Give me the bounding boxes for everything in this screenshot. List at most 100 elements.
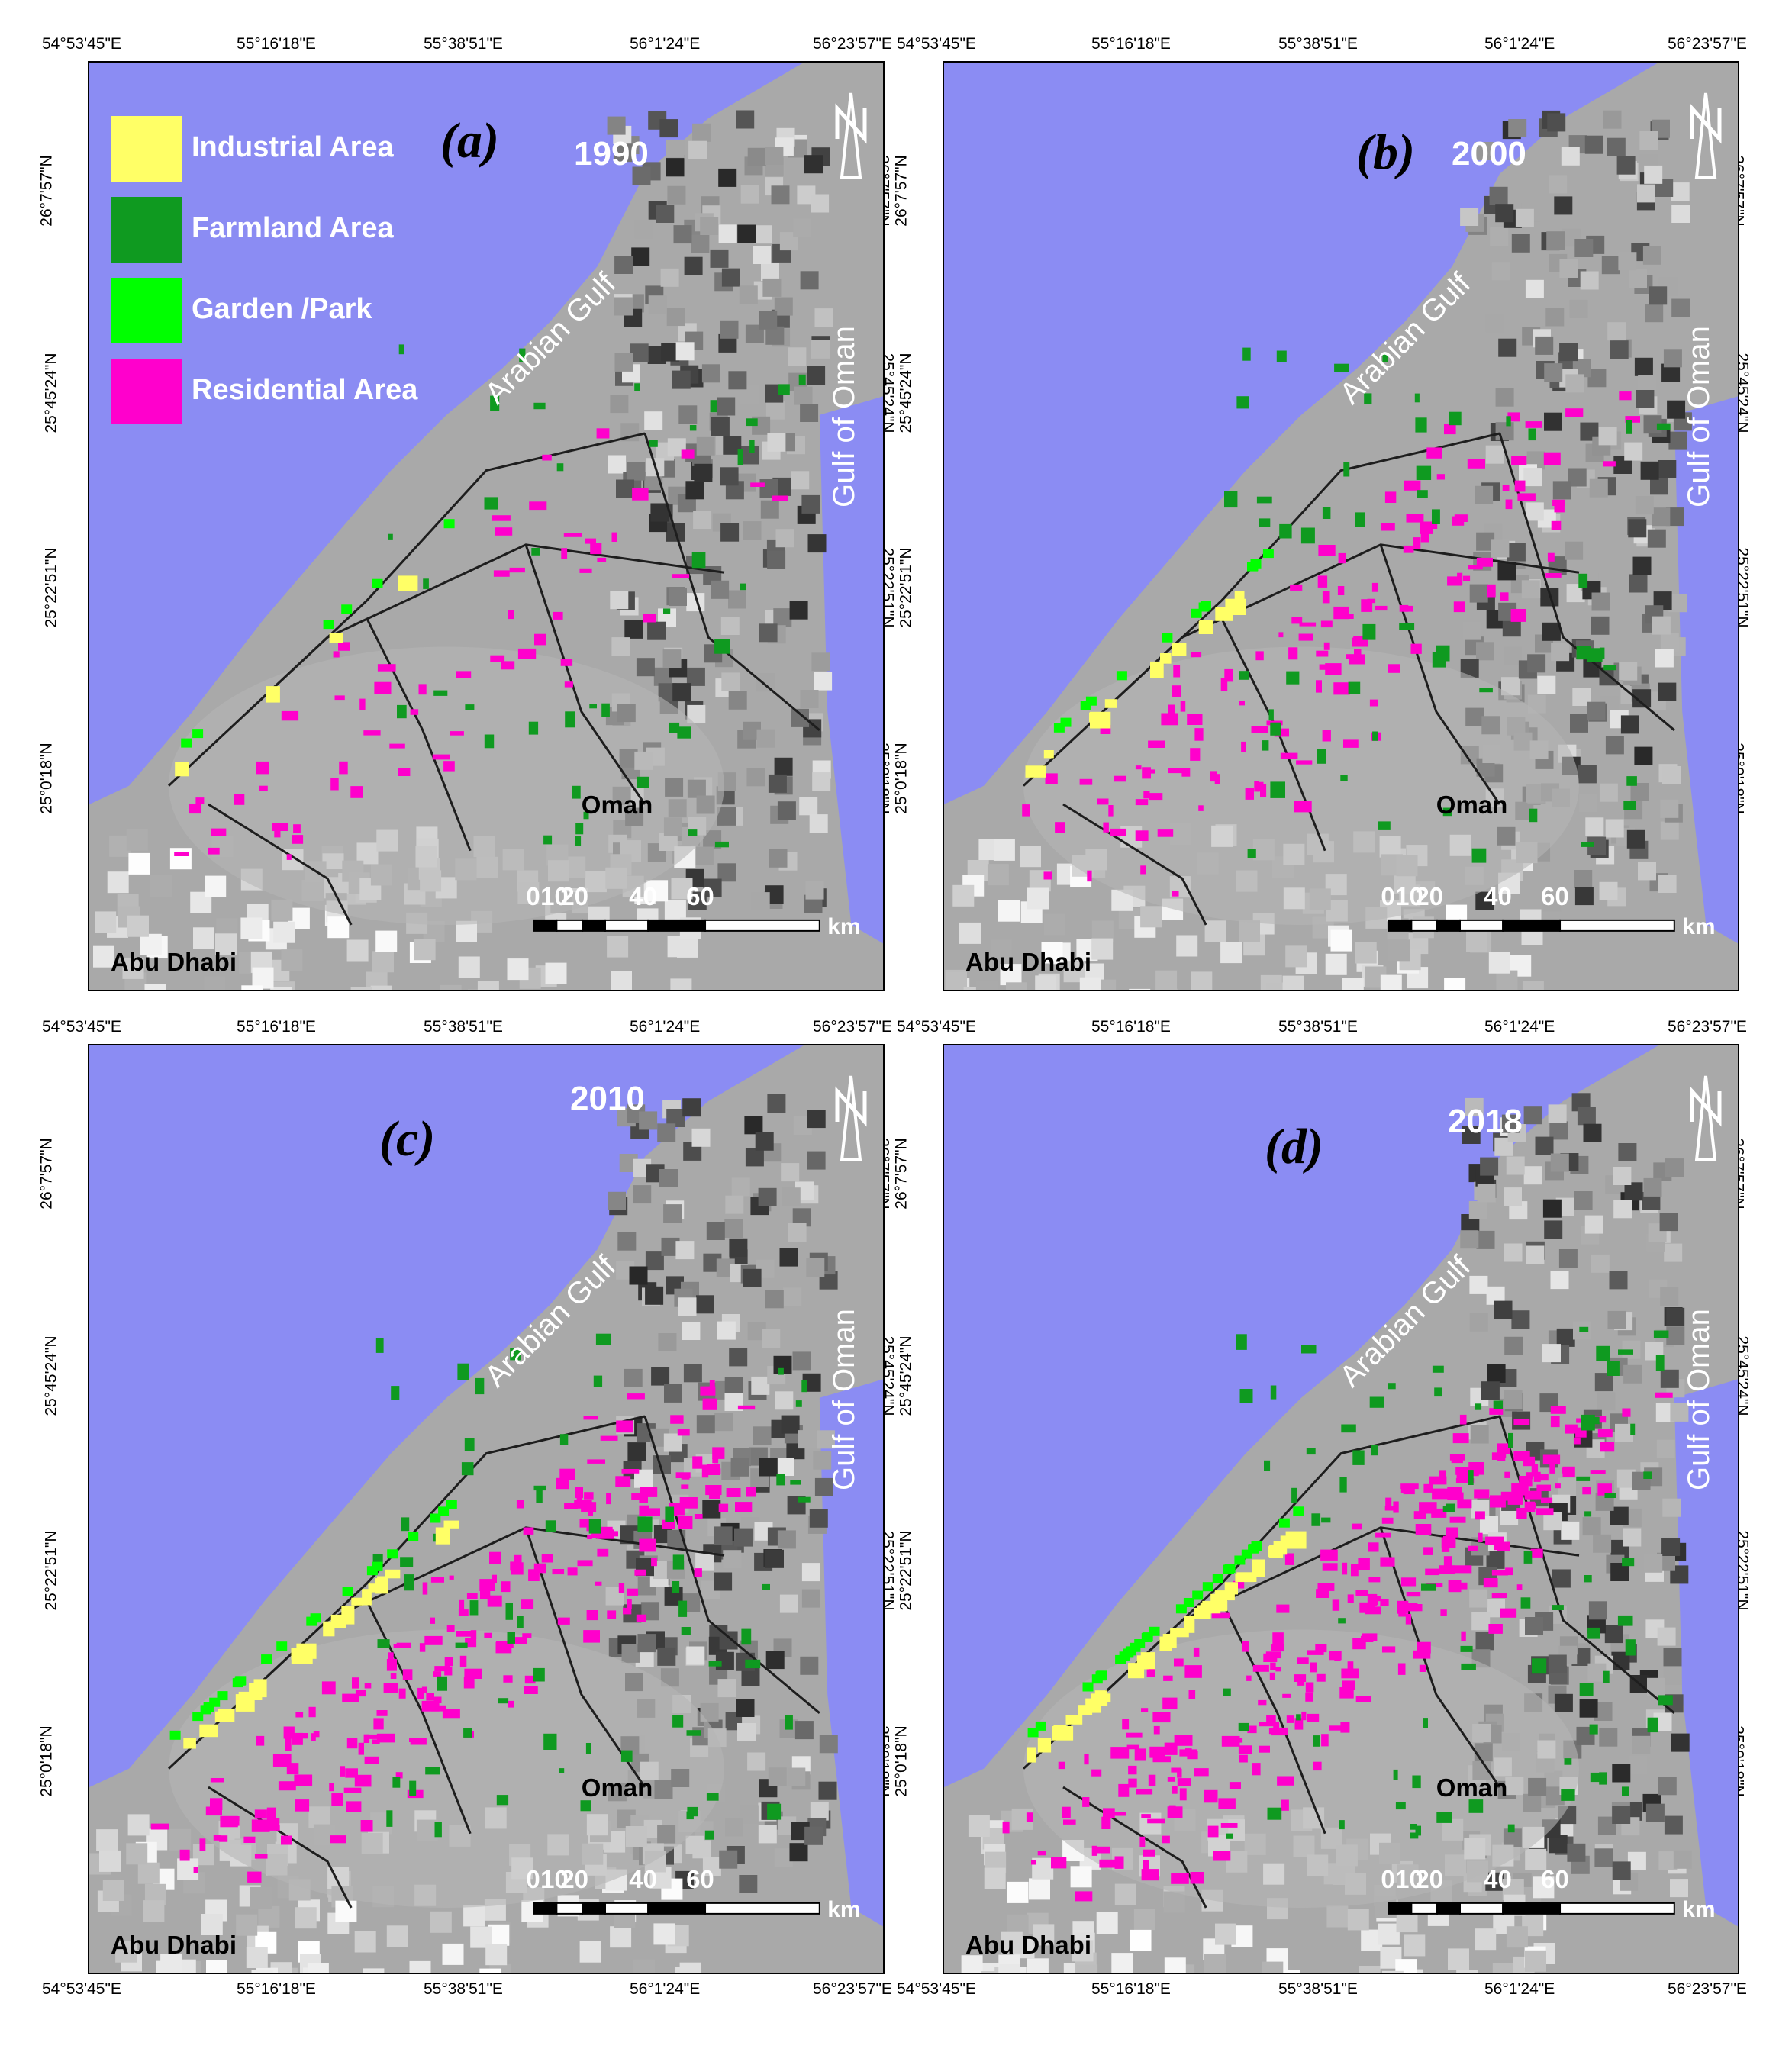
desert-cell <box>386 1925 408 1947</box>
terrain-cell <box>779 1248 798 1267</box>
terrain-cell <box>1561 1521 1580 1540</box>
farmland-patch <box>798 1496 811 1503</box>
desert-cell <box>1220 942 1242 964</box>
farmland-patch <box>575 836 582 846</box>
residential-patch <box>1179 1788 1187 1801</box>
residential-patch <box>521 1599 534 1609</box>
terrain-cell <box>1644 165 1663 184</box>
terrain-cell <box>1485 1872 1504 1891</box>
residential-patch <box>1355 1696 1371 1702</box>
residential-patch <box>1242 1641 1249 1652</box>
terrain-cell <box>753 225 772 244</box>
residential-patch <box>636 1614 646 1622</box>
residential-patch <box>205 1806 222 1816</box>
north-arrow-letter <box>835 1086 867 1127</box>
farmland-patch <box>678 1600 688 1617</box>
desert-cell <box>126 829 148 851</box>
farmland-patch <box>401 1517 410 1532</box>
farmland-patch <box>649 440 658 447</box>
residential-patch <box>529 501 547 511</box>
farmland-patch <box>1523 1551 1533 1564</box>
residential-patch <box>1452 516 1465 526</box>
residential-patch <box>1320 620 1333 628</box>
terrain-cell <box>1645 304 1664 323</box>
residential-patch <box>1266 1715 1276 1725</box>
residential-patch <box>466 1593 478 1599</box>
terrain-cell <box>753 1426 772 1445</box>
residential-patch <box>772 495 788 501</box>
terrain-cell <box>1504 1187 1522 1206</box>
scale-bar-segment <box>1388 1902 1413 1915</box>
residential-patch <box>1255 651 1264 661</box>
residential-patch <box>1431 1508 1447 1518</box>
farmland-patch <box>801 1380 807 1393</box>
residential-patch <box>707 1464 720 1475</box>
industrial-patch <box>1160 653 1172 664</box>
terrain-cell <box>1598 427 1617 446</box>
residential-patch <box>193 1867 198 1873</box>
desert-cell <box>1114 1883 1136 1905</box>
residential-patch <box>1524 1501 1536 1512</box>
terrain-cell <box>629 1266 648 1285</box>
residential-patch <box>1590 1470 1606 1474</box>
desert-cell <box>307 1963 329 1973</box>
residential-patch <box>1516 1584 1523 1590</box>
garden-patch <box>1085 696 1097 706</box>
desert-cell <box>273 921 295 943</box>
terrain-cell <box>1671 298 1690 317</box>
farmland-patch <box>1313 1735 1320 1747</box>
terrain-cell <box>1489 186 1508 205</box>
residential-patch <box>1294 1718 1304 1730</box>
terrain-cell <box>1565 541 1584 560</box>
farmland-patch <box>1623 801 1636 810</box>
residential-patch <box>254 1854 268 1859</box>
terrain-cell <box>799 797 818 816</box>
terrain-cell <box>1594 1373 1613 1392</box>
desert-cell <box>946 971 967 990</box>
residential-patch <box>737 1405 756 1410</box>
terrain-cell <box>768 774 787 793</box>
residential-patch <box>1320 1549 1338 1561</box>
terrain-cell <box>1480 1157 1499 1176</box>
residential-patch <box>577 1560 593 1567</box>
desert-cell <box>607 936 629 958</box>
desert-cell <box>409 1960 431 1973</box>
residential-patch <box>561 548 568 559</box>
terrain-cell <box>1526 1245 1545 1264</box>
legend-swatch <box>111 197 182 263</box>
top-longitude-label: 56°1'24"E <box>630 1018 701 1036</box>
residential-patch <box>295 1712 304 1718</box>
terrain-cell <box>1465 1097 1484 1116</box>
terrain-cell <box>775 1391 794 1410</box>
terrain-cell <box>765 401 785 420</box>
terrain-cell <box>1658 682 1677 701</box>
farmland-patch <box>469 1600 479 1616</box>
farmland-patch <box>1603 665 1616 671</box>
farmland-patch <box>465 704 475 710</box>
farmland-patch <box>672 1715 684 1728</box>
garden-patch <box>1234 1555 1246 1565</box>
industrial-patch <box>1104 699 1117 708</box>
terrain-cell <box>1495 388 1514 407</box>
residential-patch <box>374 681 392 694</box>
residential-patch <box>1342 1680 1355 1690</box>
desert-cell <box>442 1943 464 1965</box>
residential-patch <box>373 1718 384 1730</box>
residential-patch <box>278 1781 296 1791</box>
terrain-cell <box>1545 308 1565 327</box>
desert-cell <box>1380 974 1402 990</box>
residential-patch <box>463 1677 475 1689</box>
residential-patch <box>1410 643 1422 654</box>
terrain-cell <box>1643 1177 1662 1197</box>
desert-cell <box>1176 935 1198 957</box>
terrain-cell <box>1469 584 1488 603</box>
desert-cell <box>1496 970 1518 990</box>
abu-dhabi-label: Abu Dhabi <box>111 1931 237 1960</box>
scale-bar-segment <box>556 1902 584 1915</box>
farmland-patch <box>1625 1639 1636 1656</box>
terrain-cell <box>793 218 812 237</box>
terrain-cell <box>1657 1627 1676 1646</box>
residential-patch <box>1224 668 1233 682</box>
residential-patch <box>311 1733 316 1741</box>
farmland-patch <box>1334 363 1349 372</box>
